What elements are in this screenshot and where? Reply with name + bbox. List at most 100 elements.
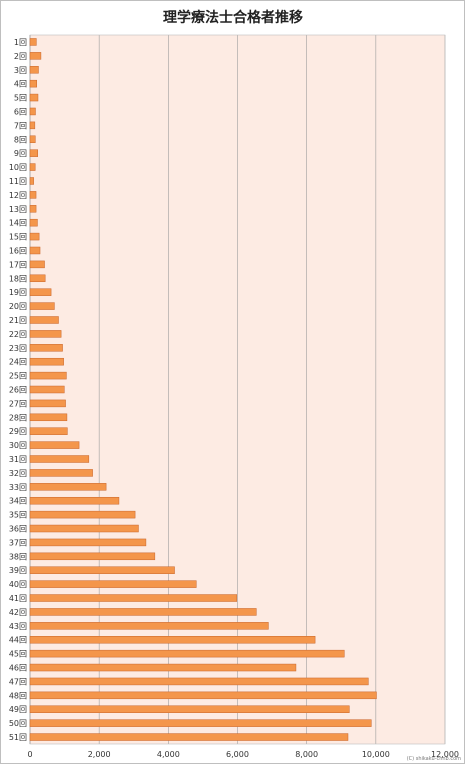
category-label: 4回 [14,80,27,89]
bar [29,163,36,171]
bar [29,510,136,519]
bar [29,538,147,547]
x-tick-label: 6,000 [226,750,249,759]
category-label: 39回 [9,566,27,575]
bar [29,52,42,60]
category-label: 38回 [9,552,27,561]
category-label: 25回 [9,372,27,381]
category-label: 19回 [9,288,27,297]
bar [29,566,175,574]
bar [29,93,39,102]
category-label: 48回 [9,691,27,700]
bar [29,330,62,338]
bar [29,135,36,143]
category-label: 29回 [9,427,27,436]
category-label: 31回 [9,455,27,464]
category-label: 32回 [9,469,27,478]
x-tick-label: 2,000 [88,750,111,759]
bar [29,483,107,491]
chart-title: 理学療法士合格者推移 [163,9,303,26]
category-label: 18回 [9,274,27,283]
bar [29,427,68,435]
bar [29,691,377,700]
bar [29,552,156,561]
category-label: 12回 [9,191,27,200]
x-tick-label: 8,000 [295,750,318,759]
bar [29,274,46,283]
category-label: 49回 [9,705,27,714]
bar [29,733,349,741]
bars [29,38,377,741]
category-label: 6回 [14,107,27,116]
category-label: 17回 [9,260,27,269]
bar [29,441,80,449]
bar [29,608,257,616]
bar [29,218,38,227]
bar [29,677,369,686]
bar [29,719,372,727]
bar [29,288,52,296]
category-label: 11回 [9,177,27,186]
category-label: 40回 [9,580,27,589]
bar [29,38,37,46]
category-label: 16回 [9,246,27,255]
bar [29,121,36,130]
bar [29,399,66,408]
bar [29,79,37,88]
category-label: 37回 [9,538,27,547]
bar [29,622,269,630]
bar [29,177,34,185]
bar [29,316,59,324]
x-tick-label: 4,000 [157,750,180,759]
category-label: 15回 [9,233,27,242]
category-label: 22回 [9,330,27,339]
category-label: 51回 [9,733,27,742]
category-label: 3回 [14,66,27,75]
bar [29,496,120,505]
category-label: 2回 [14,52,27,61]
category-labels: 1回 2回 3回 4回 5回 6回 7回 8回 9回 10回 11回 12回 13回 14回 15回 16回 1… [9,38,27,742]
category-label: 45回 [9,650,27,659]
bar [29,344,63,352]
category-label: 26回 [9,386,27,395]
bar [29,246,41,255]
bar [29,649,345,658]
category-label: 10回 [9,163,27,172]
category-label: 20回 [9,302,27,311]
category-label: 43回 [9,622,27,631]
category-label: 28回 [9,413,27,422]
bar [29,524,139,533]
category-label: 27回 [9,399,27,408]
category-label: 13回 [9,205,27,214]
bar [29,260,45,269]
category-label: 36回 [9,525,27,534]
x-tick-label: 10,000 [362,750,390,759]
category-label: 34回 [9,497,27,506]
bar [29,357,64,366]
bar [29,594,238,602]
category-label: 24回 [9,358,27,367]
bar [29,413,68,422]
bar [29,371,67,380]
bar [29,302,55,310]
category-label: 23回 [9,344,27,353]
bar [29,66,39,74]
category-label: 9回 [14,149,27,158]
bar [29,191,37,199]
category-label: 33回 [9,483,27,492]
bar [29,107,36,116]
category-label: 42回 [9,608,27,617]
bar [29,580,197,588]
category-label: 8回 [14,135,27,144]
category-label: 7回 [14,121,27,130]
category-label: 30回 [9,441,27,450]
x-tick-label: 12,000 [431,750,459,759]
x-tick-labels: 0 2,000 4,000 6,000 8,000 10,000 12,000 [27,750,459,759]
bar [29,232,40,241]
category-label: 41回 [9,594,27,603]
bar [29,663,297,672]
category-label: 5回 [14,94,27,103]
category-label: 35回 [9,511,27,520]
